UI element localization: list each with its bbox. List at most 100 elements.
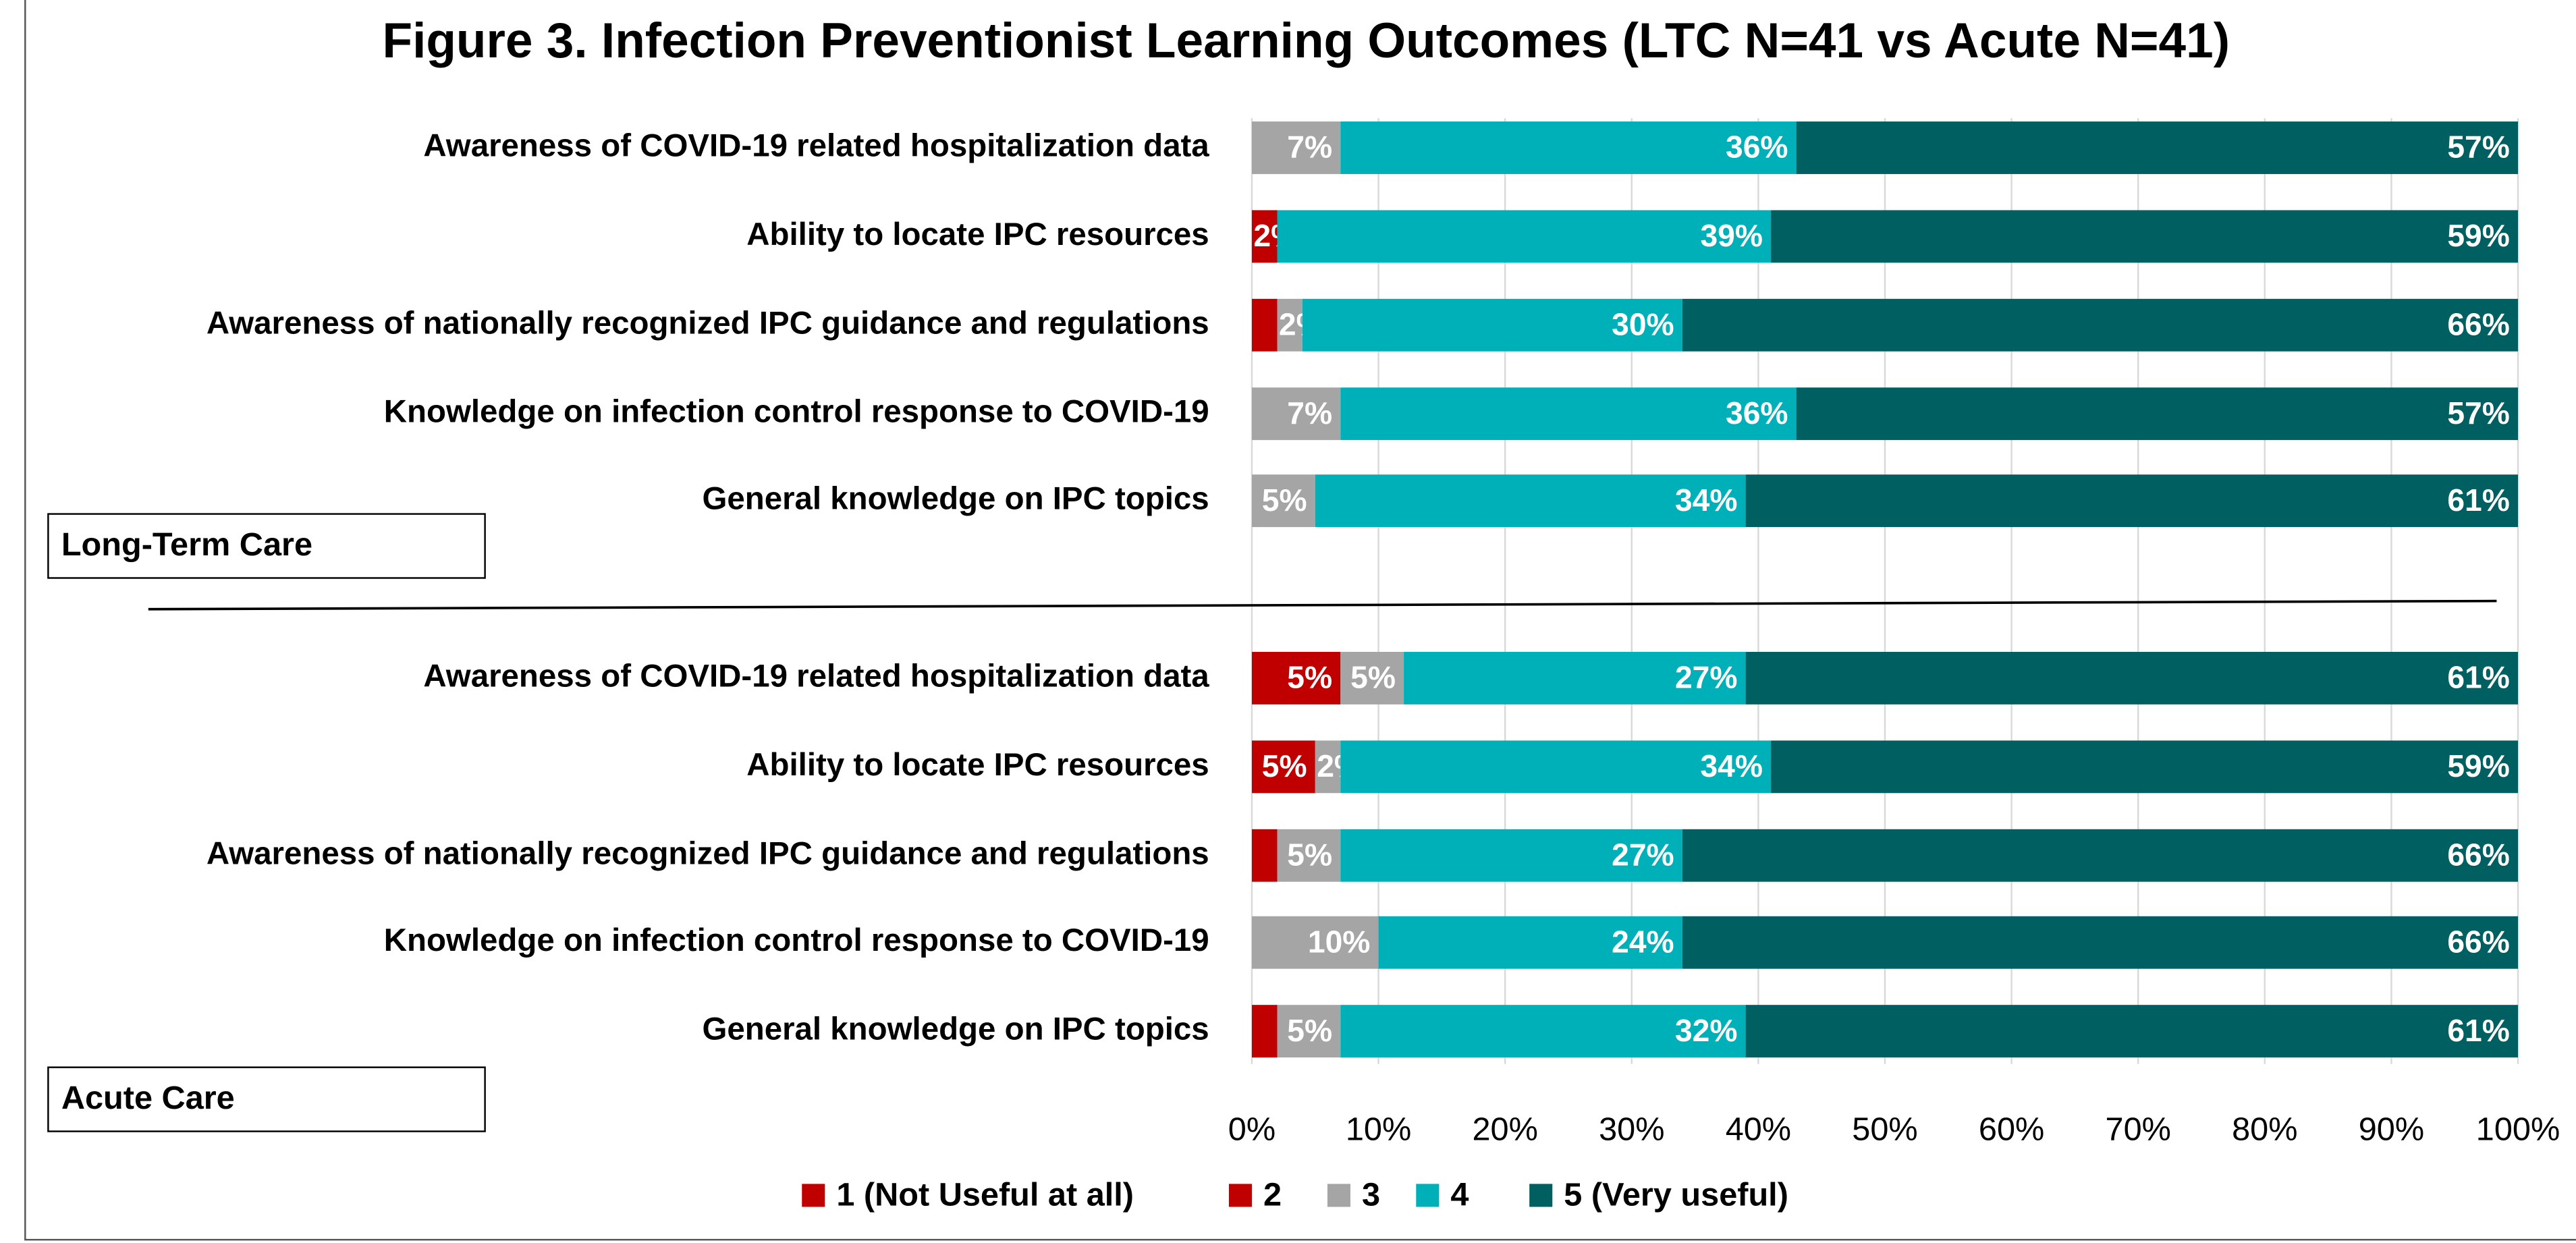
x-tick-label: 40% [1726, 1111, 1791, 1147]
bar-segment [1771, 210, 2519, 263]
value-label: 30% [1612, 306, 1674, 341]
x-tick-label: 20% [1472, 1111, 1537, 1147]
bar-segment [1303, 298, 1682, 352]
legend-label: 2 [1263, 1177, 1282, 1213]
value-label: 34% [1700, 748, 1763, 783]
bar-segment [1251, 1005, 1278, 1058]
x-tick-label: 30% [1599, 1111, 1664, 1147]
panel-label-box [47, 513, 486, 579]
grid [1251, 118, 2519, 1064]
value-label: 66% [2447, 837, 2510, 872]
value-label: 27% [1675, 660, 1738, 695]
bar-segment [1682, 298, 2519, 352]
value-label: 32% [1675, 1013, 1738, 1048]
value-label: 61% [2447, 482, 2510, 518]
bar-segment [1796, 387, 2519, 441]
legend-swatch [1327, 1184, 1350, 1207]
bar-segment [1251, 740, 1315, 794]
bar-segment [1796, 121, 2519, 174]
x-tick-label: 60% [1979, 1111, 2044, 1147]
value-label: 5% [1287, 660, 1332, 695]
value-label: 57% [2447, 395, 2510, 431]
bar-segment [1340, 1005, 1746, 1058]
value-label: 5% [1287, 837, 1332, 872]
bar-segment [1745, 1005, 2519, 1058]
x-tick-label: 70% [2106, 1111, 2171, 1147]
bar-segment [1682, 916, 2519, 969]
x-tick-label: 50% [1852, 1111, 1917, 1147]
value-label: 36% [1726, 130, 1788, 165]
value-label: 5% [1262, 482, 1307, 518]
bar-segment [1251, 210, 1278, 263]
value-label: 59% [2447, 218, 2510, 253]
value-label: 5% [1262, 748, 1307, 783]
value-label: 34% [1675, 482, 1738, 518]
x-tick-label: 0% [1228, 1111, 1276, 1147]
bar-segment [1340, 829, 1682, 882]
x-tick-label: 90% [2359, 1111, 2424, 1147]
legend-swatch [802, 1184, 825, 1207]
value-label: 61% [2447, 1013, 2510, 1048]
bar-segment [1745, 652, 2519, 705]
category-label: Knowledge on infection control response … [384, 922, 1209, 958]
value-label: 36% [1726, 395, 1788, 431]
category-label: General knowledge on IPC topics [702, 481, 1209, 517]
bar-segment [1340, 740, 1772, 794]
value-label: 24% [1612, 924, 1674, 959]
value-label: 59% [2447, 748, 2510, 783]
value-label: 66% [2447, 924, 2510, 959]
category-label: Ability to locate IPC resources [746, 747, 1209, 783]
bar-segment [1340, 387, 1797, 441]
bar-segment [1682, 829, 2519, 882]
x-tick-label: 10% [1346, 1111, 1411, 1147]
bar-segment [1315, 740, 1341, 794]
legend-swatch [1416, 1184, 1440, 1207]
bar-segment [1771, 740, 2519, 794]
panel-label: Long-Term Care [61, 526, 312, 563]
category-label: Awareness of nationally recognized IPC g… [207, 305, 1209, 341]
panel-label-box [47, 1066, 486, 1132]
category-label: Awareness of COVID-19 related hospitaliz… [423, 128, 1209, 164]
value-label: 39% [1700, 218, 1763, 253]
bar-segment [1251, 387, 1341, 441]
category-label: Ability to locate IPC resources [746, 217, 1209, 252]
bar-segment [1251, 474, 1315, 528]
value-label: 66% [2447, 306, 2510, 341]
legend-swatch [1529, 1184, 1553, 1207]
value-label: 27% [1612, 837, 1674, 872]
legend-label: 5 (Very useful) [1564, 1177, 1788, 1213]
value-label: 10% [1308, 924, 1371, 959]
value-label: 5% [1350, 660, 1396, 695]
bar-segment [1315, 474, 1746, 528]
bar-segment [1277, 1005, 1341, 1058]
x-tick-label: 100% [2476, 1111, 2560, 1147]
legend-swatch [1228, 1184, 1252, 1207]
panel-label: Acute Care [61, 1080, 235, 1116]
bar-segment [1277, 652, 1341, 705]
bar-segment [1277, 210, 1772, 263]
bar-segment [1277, 298, 1303, 352]
value-label: 5% [1287, 1013, 1332, 1048]
category-label: Awareness of nationally recognized IPC g… [207, 835, 1209, 871]
bar-segment [1251, 916, 1379, 969]
value-label: 57% [2447, 130, 2510, 165]
bar-segment [1251, 121, 1341, 174]
category-label: Awareness of COVID-19 related hospitaliz… [423, 658, 1209, 694]
category-label: General knowledge on IPC topics [702, 1012, 1209, 1047]
bar-segment [1404, 652, 1746, 705]
divider [148, 599, 2497, 611]
bar-segment [1340, 652, 1404, 705]
value-label: 61% [2447, 660, 2510, 695]
chart-title: Figure 3. Infection Preventionist Learni… [383, 13, 2230, 68]
legend-label: 3 [1362, 1177, 1380, 1213]
legend-label: 1 (Not Useful at all) [836, 1177, 1134, 1213]
legend-label: 4 [1450, 1177, 1469, 1213]
bar-segment [1745, 474, 2519, 528]
bar-segment [1340, 121, 1797, 174]
value-label: 7% [1287, 395, 1332, 431]
bar-segment [1251, 298, 1278, 352]
category-label: Knowledge on infection control response … [384, 394, 1209, 430]
bar-segment [1251, 829, 1278, 882]
bar-segment [1251, 652, 1278, 705]
